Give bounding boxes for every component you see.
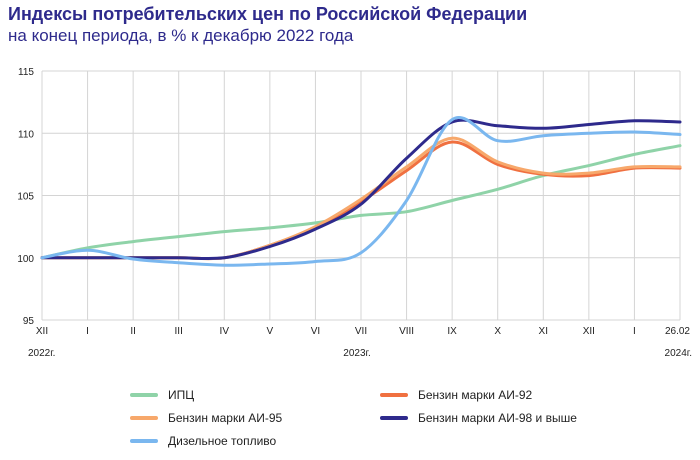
series-line-cpi — [40, 144, 682, 260]
x-tick-label: IV — [220, 326, 230, 337]
y-tick-label: 115 — [18, 67, 34, 78]
x-tick-label: XI — [539, 326, 548, 337]
x-tick-label: 26.02 — [665, 326, 690, 337]
x-tick-label: X — [494, 326, 501, 337]
y-tick-label: 105 — [17, 192, 34, 203]
grid-layer — [41, 70, 681, 321]
y-tick-label: 100 — [17, 254, 34, 265]
x-tick-label: III — [175, 326, 183, 337]
x-tick-label: VI — [311, 326, 320, 337]
x-tick-label: XII — [36, 326, 48, 337]
y-tick-label: 95 — [23, 316, 35, 327]
chart-title: Индексы потребительских цен по Российско… — [8, 4, 528, 24]
series-line-diesel — [40, 116, 682, 267]
x-tick-label: I — [86, 326, 89, 337]
x-tick-label: VII — [355, 326, 367, 337]
year-label-middle: 2023г. — [343, 348, 370, 359]
x-tick-label: V — [267, 326, 274, 337]
x-tick-label: I — [633, 326, 636, 337]
series-layer — [40, 116, 682, 267]
x-tick-label: IX — [447, 326, 457, 337]
year-label-start: 2022г. — [28, 348, 55, 359]
chart-subtitle: на конец периода, в % к декабрю 2022 год… — [8, 26, 354, 45]
year-label-end: 2024г. — [665, 348, 692, 359]
series-line-ai98 — [40, 118, 682, 261]
x-tick-label: VIII — [399, 326, 414, 337]
x-tick-label: II — [130, 326, 136, 337]
x-tick-label: XII — [583, 326, 595, 337]
y-tick-label: 110 — [18, 129, 34, 140]
